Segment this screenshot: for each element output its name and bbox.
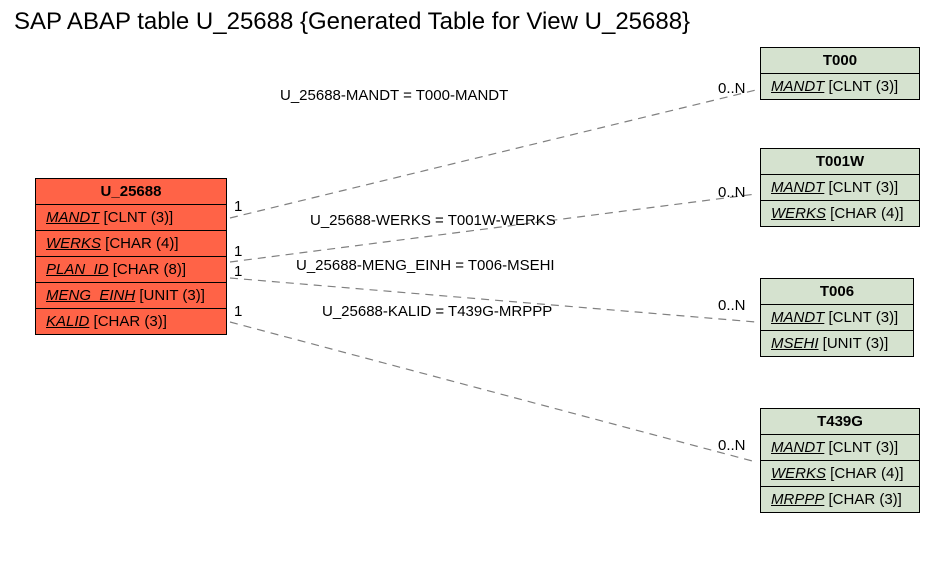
cardinality-to: 0..N bbox=[718, 80, 746, 97]
field-name: PLAN_ID bbox=[46, 261, 109, 278]
cardinality-to: 0..N bbox=[718, 184, 746, 201]
field-type: [CLNT (3)] bbox=[824, 309, 898, 326]
field-type: [CHAR (4)] bbox=[826, 465, 904, 482]
field-type: [CHAR (4)] bbox=[826, 205, 904, 222]
field-type: [CHAR (8)] bbox=[109, 261, 187, 278]
field-type: [CLNT (3)] bbox=[824, 439, 898, 456]
field-name: MANDT bbox=[771, 179, 824, 196]
field-type: [CHAR (3)] bbox=[824, 491, 902, 508]
entity-header: T439G bbox=[761, 409, 919, 435]
entity-field: WERKS [CHAR (4)] bbox=[761, 461, 919, 487]
entity-field: MANDT [CLNT (3)] bbox=[761, 305, 913, 331]
entity-field: MSEHI [UNIT (3)] bbox=[761, 331, 913, 356]
entity-header: U_25688 bbox=[36, 179, 226, 205]
entity-field: MANDT [CLNT (3)] bbox=[36, 205, 226, 231]
entity-field: WERKS [CHAR (4)] bbox=[761, 201, 919, 226]
field-type: [CLNT (3)] bbox=[824, 78, 898, 95]
field-name: MANDT bbox=[771, 439, 824, 456]
page-title: SAP ABAP table U_25688 {Generated Table … bbox=[14, 8, 690, 36]
field-name: MRPPP bbox=[771, 491, 824, 508]
cardinality-from: 1 bbox=[234, 263, 242, 280]
entity-T006: T006MANDT [CLNT (3)]MSEHI [UNIT (3)] bbox=[760, 278, 914, 357]
field-name: MENG_EINH bbox=[46, 287, 135, 304]
entity-T439G: T439GMANDT [CLNT (3)]WERKS [CHAR (4)]MRP… bbox=[760, 408, 920, 513]
entity-field: WERKS [CHAR (4)] bbox=[36, 231, 226, 257]
field-name: KALID bbox=[46, 313, 89, 330]
field-name: WERKS bbox=[771, 465, 826, 482]
entity-field: PLAN_ID [CHAR (8)] bbox=[36, 257, 226, 283]
entity-field: MANDT [CLNT (3)] bbox=[761, 74, 919, 99]
entity-field: MENG_EINH [UNIT (3)] bbox=[36, 283, 226, 309]
entity-field: MANDT [CLNT (3)] bbox=[761, 435, 919, 461]
cardinality-from: 1 bbox=[234, 303, 242, 320]
entity-field: MRPPP [CHAR (3)] bbox=[761, 487, 919, 512]
edge-label: U_25688-MANDT = T000-MANDT bbox=[280, 87, 508, 104]
entity-T001W: T001WMANDT [CLNT (3)]WERKS [CHAR (4)] bbox=[760, 148, 920, 227]
cardinality-from: 1 bbox=[234, 243, 242, 260]
edge-label: U_25688-WERKS = T001W-WERKS bbox=[310, 212, 556, 229]
field-name: MANDT bbox=[771, 309, 824, 326]
entity-header: T001W bbox=[761, 149, 919, 175]
entity-T000: T000MANDT [CLNT (3)] bbox=[760, 47, 920, 100]
field-type: [CLNT (3)] bbox=[824, 179, 898, 196]
field-name: MANDT bbox=[771, 78, 824, 95]
cardinality-to: 0..N bbox=[718, 297, 746, 314]
field-name: WERKS bbox=[771, 205, 826, 222]
entity-field: KALID [CHAR (3)] bbox=[36, 309, 226, 334]
field-name: MSEHI bbox=[771, 335, 819, 352]
entity-U_25688: U_25688MANDT [CLNT (3)]WERKS [CHAR (4)]P… bbox=[35, 178, 227, 335]
edge-label: U_25688-KALID = T439G-MRPPP bbox=[322, 303, 552, 320]
edge-label: U_25688-MENG_EINH = T006-MSEHI bbox=[296, 257, 555, 274]
field-type: [CLNT (3)] bbox=[99, 209, 173, 226]
field-type: [CHAR (4)] bbox=[101, 235, 179, 252]
entity-header: T000 bbox=[761, 48, 919, 74]
entity-field: MANDT [CLNT (3)] bbox=[761, 175, 919, 201]
field-name: WERKS bbox=[46, 235, 101, 252]
entity-header: T006 bbox=[761, 279, 913, 305]
cardinality-to: 0..N bbox=[718, 437, 746, 454]
field-type: [UNIT (3)] bbox=[135, 287, 205, 304]
field-type: [CHAR (3)] bbox=[89, 313, 167, 330]
cardinality-from: 1 bbox=[234, 198, 242, 215]
field-name: MANDT bbox=[46, 209, 99, 226]
field-type: [UNIT (3)] bbox=[819, 335, 889, 352]
